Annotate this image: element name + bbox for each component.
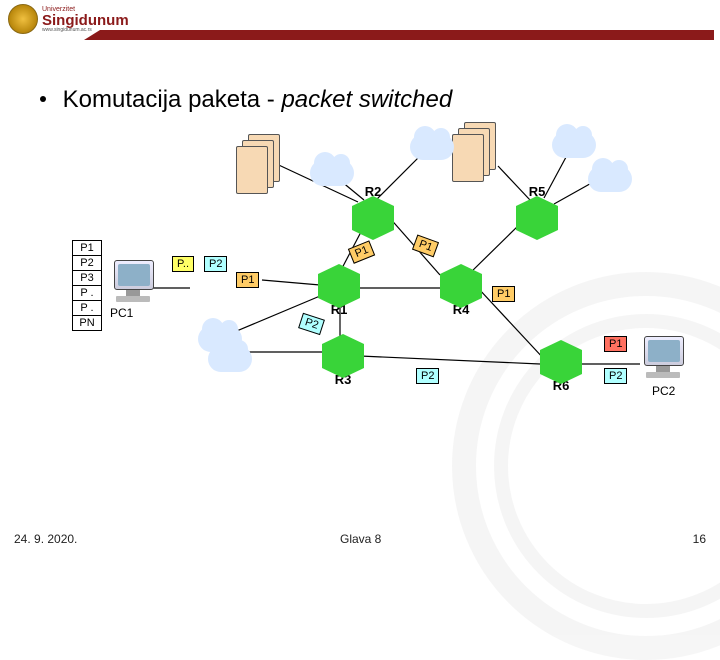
queue-item: P .: [72, 300, 102, 316]
packet: P1: [236, 272, 259, 288]
network-diagram: P1 P2 P3 P . P . PN PC1 PC2 R2 R5 R1 R4 …: [0, 120, 720, 480]
router-r4: R4: [440, 274, 482, 298]
server-stack-icon: [236, 134, 280, 194]
bullet-icon: [40, 96, 46, 102]
packet: P2: [416, 368, 439, 384]
packet: P1: [412, 234, 440, 257]
packet: P1: [604, 336, 627, 352]
server-stack-icon: [452, 122, 496, 182]
footer-chapter: Glava 8: [340, 532, 381, 546]
router-r3: R3: [322, 344, 364, 368]
title-plain: Komutacija paketa -: [63, 86, 282, 113]
pc2-label: PC2: [652, 384, 675, 398]
cloud-icon: [310, 160, 354, 186]
queue-item: P .: [72, 285, 102, 301]
router-r6: R6: [540, 350, 582, 374]
packet: P..: [172, 256, 194, 272]
packet: P1: [348, 240, 376, 264]
header-accent-bar: [100, 30, 714, 40]
logo-name: Singidunum: [42, 13, 129, 28]
router-r2: R2: [352, 206, 394, 230]
queue-item: P1: [72, 240, 102, 256]
queue-item: PN: [72, 315, 102, 331]
logo-seal-icon: [8, 4, 38, 34]
packet: P1: [492, 286, 515, 302]
footer-date: 24. 9. 2020.: [14, 532, 77, 546]
pc2-icon: [640, 336, 686, 380]
title-italic: packet switched: [281, 86, 452, 113]
queue-item: P3: [72, 270, 102, 286]
footer-page-number: 16: [693, 532, 706, 546]
cloud-icon: [208, 346, 252, 372]
pc1-label: PC1: [110, 306, 133, 320]
packet: P2: [604, 368, 627, 384]
router-r1: R1: [318, 274, 360, 298]
pc1-icon: [110, 260, 156, 304]
queue-item: P2: [72, 255, 102, 271]
slide-title: Komutacija paketa - packet switched: [40, 86, 452, 114]
cloud-icon: [552, 132, 596, 158]
packet-queue: P1 P2 P3 P . P . PN: [72, 240, 102, 331]
cloud-icon: [410, 134, 454, 160]
slide-header: Univerzitet Singidunum www.singidunum.ac…: [0, 0, 720, 50]
router-r5: R5: [516, 206, 558, 230]
packet: P2: [204, 256, 227, 272]
cloud-icon: [588, 166, 632, 192]
